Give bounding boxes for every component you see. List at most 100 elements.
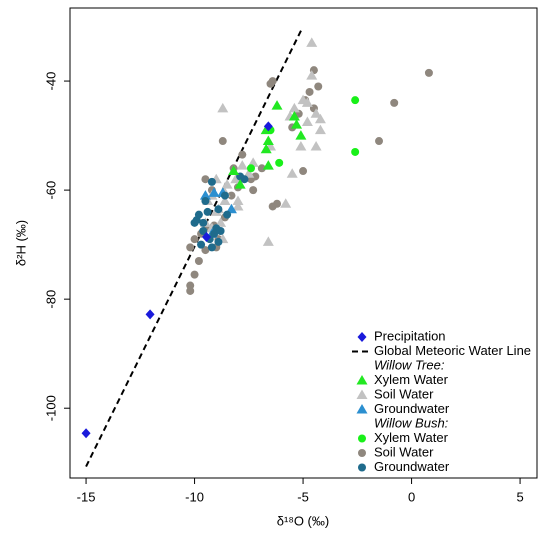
point (424, 68, 433, 77)
point (199, 227, 208, 236)
point (81, 428, 91, 439)
point (225, 203, 237, 214)
point (232, 200, 244, 211)
point (203, 207, 212, 216)
point (260, 143, 272, 154)
point (219, 195, 231, 206)
point (207, 243, 216, 252)
point (199, 190, 211, 200)
legend-heading: Willow Tree: (374, 357, 445, 372)
point (218, 137, 227, 146)
point (306, 70, 318, 80)
point (223, 210, 232, 219)
point (194, 210, 203, 219)
point (306, 37, 318, 47)
point (288, 102, 300, 113)
legend-swatch (358, 449, 366, 457)
point (243, 168, 255, 178)
point (208, 187, 220, 197)
point (207, 177, 216, 186)
y-axis-label: δ²H (‰) (13, 220, 28, 266)
point (286, 168, 298, 178)
point (145, 309, 155, 320)
x-tick-label: 0 (408, 489, 415, 504)
point (375, 137, 384, 146)
point (186, 286, 195, 295)
y-tick-label: -80 (43, 290, 58, 309)
point (262, 160, 274, 170)
legend-heading: Willow Bush: (374, 415, 449, 430)
point (201, 232, 211, 243)
point (291, 119, 303, 129)
point (214, 205, 223, 214)
x-tick-label: -10 (185, 489, 204, 504)
x-axis-label: δ¹⁸O (‰) (277, 513, 329, 528)
point (246, 164, 255, 173)
legend-label: Groundwater (374, 401, 450, 416)
point (266, 79, 275, 88)
point (351, 147, 360, 156)
legend-label: Precipitation (374, 328, 446, 343)
point (227, 191, 236, 200)
point (249, 186, 258, 195)
point (271, 100, 283, 110)
legend-swatch (356, 404, 368, 414)
point (230, 173, 242, 184)
point (262, 236, 274, 246)
point (314, 113, 326, 124)
legend-swatch (357, 332, 367, 342)
point (310, 108, 322, 118)
x-tick-label: 5 (516, 489, 523, 504)
point (190, 270, 199, 279)
legend-label: Xylem Water (374, 430, 449, 445)
legend-label: Xylem Water (374, 372, 449, 387)
legend-swatch (356, 375, 368, 385)
point (214, 237, 223, 246)
point (280, 198, 292, 208)
point (234, 179, 246, 189)
point (220, 191, 229, 200)
point (201, 246, 210, 255)
y-tick-label: -60 (43, 181, 58, 200)
point (301, 97, 313, 107)
legend-swatch (358, 463, 366, 472)
point (238, 150, 247, 159)
point (351, 96, 360, 105)
legend-swatch (358, 434, 366, 443)
point (190, 235, 199, 244)
point (273, 199, 282, 208)
point (228, 165, 240, 176)
x-tick-label: -15 (77, 489, 96, 504)
point (390, 98, 399, 107)
point (186, 243, 195, 252)
point (236, 160, 248, 170)
point (263, 121, 273, 132)
legend-swatch (356, 389, 368, 399)
point (251, 172, 260, 181)
y-tick-label: -40 (43, 72, 58, 91)
point (310, 140, 322, 151)
point (216, 227, 225, 236)
point (217, 102, 229, 113)
point (199, 218, 208, 227)
point (215, 217, 227, 227)
point (275, 158, 284, 167)
point (197, 240, 206, 249)
point (314, 124, 326, 135)
point (201, 197, 210, 206)
point (314, 82, 323, 91)
point (299, 167, 308, 176)
point (262, 135, 274, 146)
point (221, 179, 233, 189)
y-tick-label: -100 (43, 395, 58, 421)
point (305, 87, 314, 96)
point (194, 256, 203, 265)
legend-label: Global Meteoric Water Line (374, 343, 531, 358)
point (201, 175, 210, 184)
legend-label: Groundwater (374, 459, 450, 474)
x-tick-label: -5 (297, 489, 309, 504)
plot-frame (69, 7, 538, 479)
point (288, 111, 300, 121)
point (232, 195, 244, 206)
